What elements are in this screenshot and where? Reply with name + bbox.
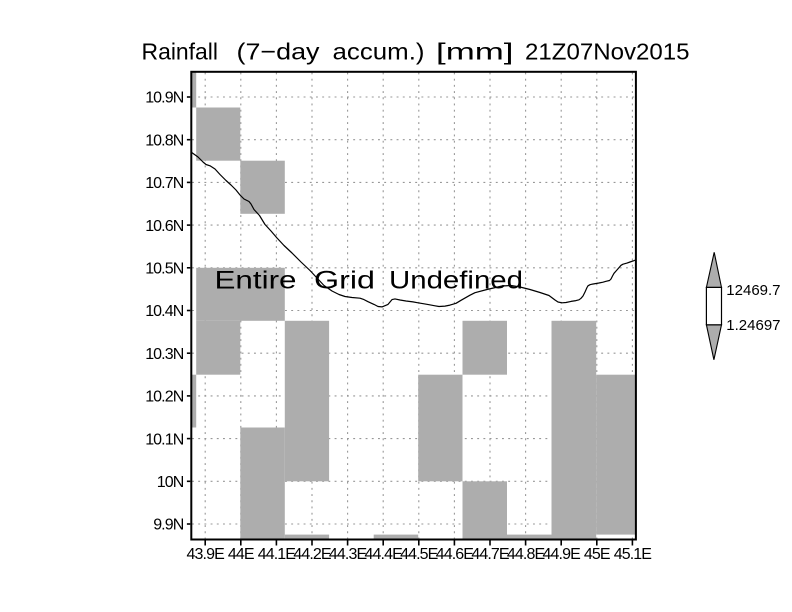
svg-text:(7−day: (7−day — [237, 39, 320, 65]
svg-text:10.5N: 10.5N — [145, 261, 184, 278]
svg-text:10.2N: 10.2N — [145, 389, 184, 406]
svg-text:44.9E: 44.9E — [543, 546, 581, 563]
svg-text:44.4E: 44.4E — [365, 546, 403, 563]
svg-text:10.4N: 10.4N — [145, 303, 184, 320]
svg-text:44.8E: 44.8E — [507, 546, 545, 563]
svg-text:Undefined: Undefined — [389, 266, 523, 294]
svg-text:21Z07Nov2015: 21Z07Nov2015 — [525, 39, 690, 65]
svg-text:44.3E: 44.3E — [329, 546, 367, 563]
svg-text:Grid: Grid — [314, 266, 375, 294]
svg-text:44.6E: 44.6E — [436, 546, 474, 563]
svg-text:44.5E: 44.5E — [400, 546, 438, 563]
svg-text:10.9N: 10.9N — [145, 90, 184, 107]
svg-text:9.9N: 9.9N — [153, 517, 184, 534]
svg-text:Rainfall: Rainfall — [142, 39, 219, 65]
svg-text:1.24697: 1.24697 — [726, 317, 780, 334]
svg-text:10.8N: 10.8N — [145, 132, 184, 149]
svg-text:accum.): accum.) — [333, 39, 425, 65]
svg-text:44.7E: 44.7E — [471, 546, 509, 563]
svg-text:44E: 44E — [228, 546, 254, 563]
svg-text:12469.7: 12469.7 — [726, 282, 780, 299]
svg-text:10.6N: 10.6N — [145, 218, 184, 235]
svg-text:44.2E: 44.2E — [293, 546, 331, 563]
svg-text:10.7N: 10.7N — [145, 175, 184, 192]
svg-text:[mm]: [mm] — [436, 39, 514, 65]
svg-text:10N: 10N — [157, 474, 184, 491]
svg-text:43.9E: 43.9E — [187, 546, 225, 563]
svg-text:45E: 45E — [584, 546, 610, 563]
svg-text:10.1N: 10.1N — [145, 431, 184, 448]
svg-text:10.3N: 10.3N — [145, 346, 184, 363]
svg-text:45.1E: 45.1E — [614, 546, 652, 563]
svg-text:44.1E: 44.1E — [258, 546, 296, 563]
svg-text:Entire: Entire — [215, 266, 297, 294]
